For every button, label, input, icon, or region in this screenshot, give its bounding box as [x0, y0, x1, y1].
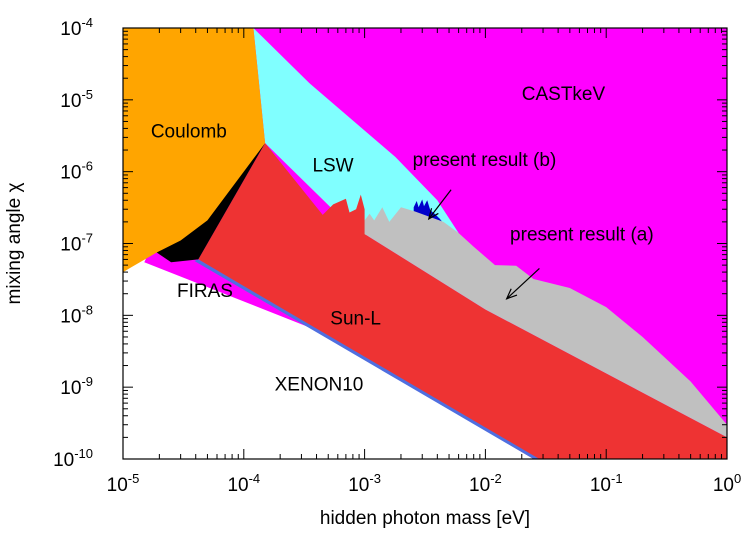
y-tick-label: 10-9 [60, 374, 93, 399]
y-tick-label-exponent: -8 [81, 302, 93, 317]
label-castkev: CASTkeV [522, 84, 606, 105]
x-tick-label-exponent: -5 [128, 471, 140, 486]
y-tick-label-exponent: -4 [81, 15, 93, 30]
label-firas: FIRAS [177, 281, 233, 302]
y-tick-label-base: 10 [60, 91, 81, 112]
y-tick-label: 10-8 [60, 302, 93, 327]
x-tick-label: 10-5 [107, 471, 140, 496]
x-tick-label-exponent: -3 [369, 471, 381, 486]
chart-regions [123, 28, 728, 459]
y-tick-label: 10-6 [60, 159, 93, 184]
axis-ticks [122, 27, 728, 460]
x-tick-label: 10-2 [469, 471, 502, 496]
label-coulomb: Coulomb [151, 121, 227, 142]
x-tick-labels: 10-5 10-4 10-3 10-2 10-1 100 [107, 471, 742, 496]
arrowhead-present-result-b [427, 208, 439, 221]
label-present-result-b: present result (b) [413, 150, 557, 171]
x-tick-label: 10-1 [590, 471, 623, 496]
x-tick-label-base: 10 [348, 475, 369, 496]
y-tick-label: 10-4 [60, 15, 93, 40]
label-sun-l: Sun-L [330, 308, 381, 329]
y-axis-label: mixing angle χ [4, 183, 25, 305]
x-tick-label: 10-3 [348, 471, 381, 496]
label-present-result-a: present result (a) [510, 225, 654, 246]
x-tick-label-base: 10 [590, 475, 611, 496]
arrowhead-present-result-a [505, 288, 518, 300]
y-tick-label: 10-7 [60, 231, 93, 256]
x-tick-label-exponent: 0 [734, 471, 741, 486]
arrow-present-result-a [506, 267, 540, 300]
region-present-result-a [364, 207, 727, 438]
y-tick-label-base: 10 [60, 306, 81, 327]
x-tick-label: 10-4 [227, 471, 260, 496]
y-tick-label: 10-10 [53, 446, 93, 471]
y-tick-label-exponent: -9 [81, 374, 93, 389]
x-tick-label-exponent: -1 [611, 471, 623, 486]
x-tick-label-base: 10 [227, 475, 248, 496]
y-tick-label-exponent: -5 [81, 87, 93, 102]
y-tick-label-exponent: -10 [74, 446, 93, 461]
label-lsw: LSW [312, 156, 353, 177]
region-xenon10 [194, 259, 540, 459]
y-tick-label-exponent: -6 [81, 159, 93, 174]
region-labels: Coulomb CASTkeV LSW present result (b) prese… [151, 84, 654, 396]
region-sun-l [198, 143, 728, 459]
region-lsw [253, 28, 459, 236]
x-tick-label-base: 10 [107, 475, 128, 496]
label-xenon10: XENON10 [275, 374, 364, 395]
annotation-arrows [427, 189, 540, 300]
arrow-present-result-b [428, 189, 452, 220]
y-tick-label: 10-5 [60, 87, 93, 112]
y-tick-label-base: 10 [60, 235, 81, 256]
y-tick-label-base: 10 [60, 378, 81, 399]
x-axis-label: hidden photon mass [eV] [320, 508, 530, 529]
x-tick-label-base: 10 [469, 475, 490, 496]
y-tick-label-exponent: -7 [81, 231, 93, 246]
x-tick-label-base: 10 [713, 475, 734, 496]
x-tick-label: 100 [713, 471, 741, 496]
y-tick-label-base: 10 [60, 19, 81, 40]
x-tick-label-exponent: -2 [490, 471, 502, 486]
region-coulomb [123, 28, 266, 273]
y-tick-label-base: 10 [60, 163, 81, 184]
y-tick-label-base: 10 [53, 450, 74, 471]
x-tick-label-exponent: -4 [249, 471, 261, 486]
